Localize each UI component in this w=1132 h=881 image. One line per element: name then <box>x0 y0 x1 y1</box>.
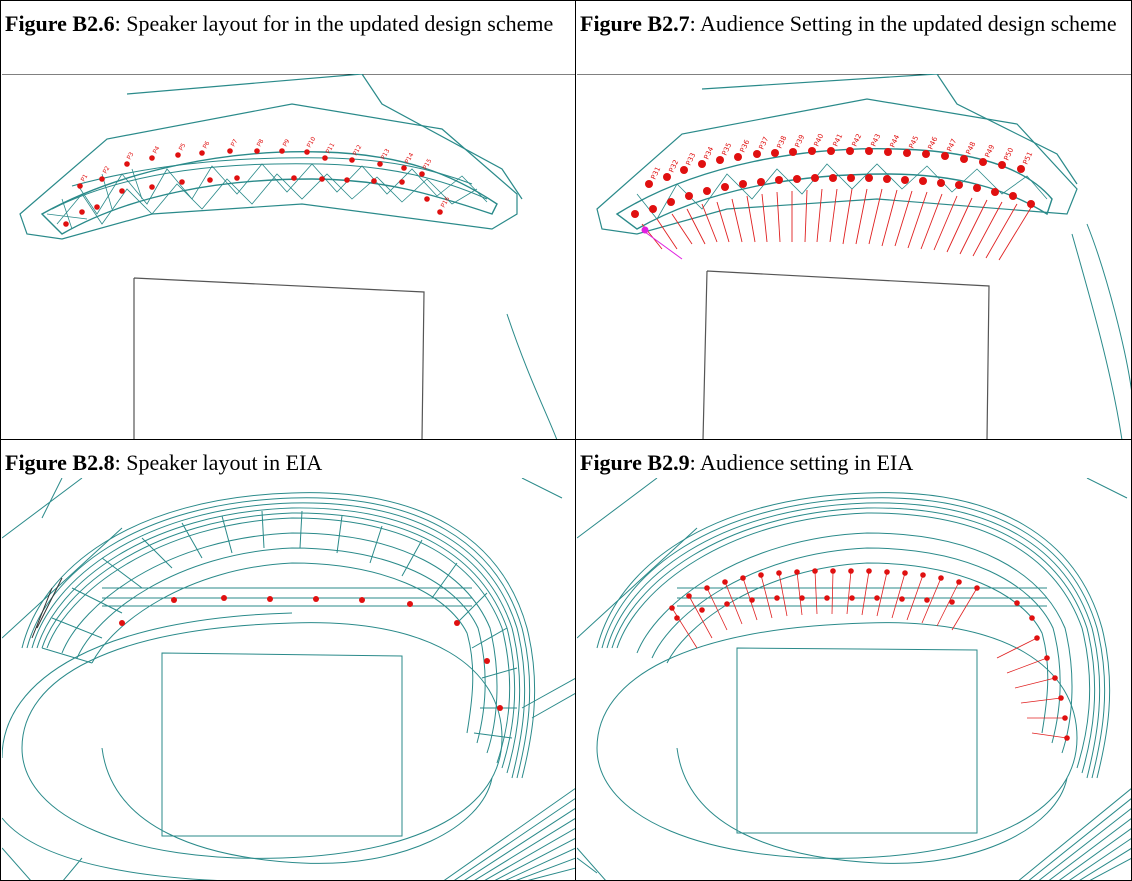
svg-text:P16: P16 <box>440 196 452 209</box>
svg-text:P15: P15 <box>422 158 434 171</box>
pitch-outline <box>736 647 978 834</box>
figure-caption: Figure B2.7: Audience Setting in the upd… <box>576 11 1130 37</box>
svg-text:P3: P3 <box>126 151 136 161</box>
figure-label: Figure B2.6 <box>5 11 115 36</box>
svg-text:P12: P12 <box>352 144 364 157</box>
svg-text:P37: P37 <box>758 136 771 151</box>
svg-text:P33: P33 <box>685 152 698 167</box>
svg-text:P1: P1 <box>80 173 90 183</box>
svg-text:P4: P4 <box>152 145 162 155</box>
figure-caption: Figure B2.6: Speaker layout for in the u… <box>1 11 565 37</box>
svg-text:P47: P47 <box>946 138 959 153</box>
svg-text:P46: P46 <box>927 135 940 151</box>
svg-text:P32: P32 <box>668 159 681 174</box>
speaker-layout-diagram: P1 P2 P3 P4 P5 P6 P7 P8 P9 P10 P11 P12 P… <box>2 74 575 439</box>
figure-caption-text: : Speaker layout in EIA <box>114 450 323 475</box>
speaker-layout-eia-diagram <box>2 478 575 880</box>
stand-outline <box>19 103 518 240</box>
svg-text:P49: P49 <box>984 144 997 159</box>
svg-text:P13: P13 <box>380 148 392 161</box>
svg-text:P39: P39 <box>794 134 807 149</box>
svg-text:P7: P7 <box>230 138 240 148</box>
svg-text:P50: P50 <box>1003 147 1016 162</box>
figure-cell-b2-8: Figure B2.8: Speaker layout in EIA <box>0 439 576 881</box>
svg-text:P42: P42 <box>851 133 864 148</box>
figure-caption: Figure B2.8: Speaker layout in EIA <box>1 450 565 476</box>
svg-text:P6: P6 <box>202 140 212 150</box>
svg-text:P10: P10 <box>306 136 318 149</box>
svg-text:P31: P31 <box>650 166 663 181</box>
svg-text:P5: P5 <box>178 142 188 152</box>
svg-text:P11: P11 <box>325 142 337 155</box>
figure-label: Figure B2.7 <box>580 11 690 36</box>
svg-text:P40: P40 <box>813 133 826 148</box>
figure-cell-b2-9: Figure B2.9: Audience setting in EIA <box>575 439 1132 881</box>
figure-caption: Figure B2.9: Audience setting in EIA <box>576 450 1130 476</box>
audience-setting-eia-diagram <box>577 478 1131 880</box>
figure-label: Figure B2.9 <box>580 450 690 475</box>
svg-text:P36: P36 <box>739 138 752 154</box>
svg-text:P44: P44 <box>889 133 902 149</box>
figure-caption-text: : Speaker layout for in the updated desi… <box>114 11 554 36</box>
figure-caption-text: : Audience Setting in the updated design… <box>689 11 1117 36</box>
svg-text:P2: P2 <box>102 165 112 175</box>
svg-text:P48: P48 <box>965 141 978 156</box>
figure-cell-b2-7: Figure B2.7: Audience Setting in the upd… <box>575 0 1132 440</box>
svg-text:P51: P51 <box>1022 151 1035 166</box>
svg-text:P38: P38 <box>776 135 789 150</box>
svg-text:P34: P34 <box>703 145 716 161</box>
audience-setting-diagram: P31 P32 P33 P34 P35 P36 P37 P38 P39 P40 … <box>577 74 1131 439</box>
svg-text:P9: P9 <box>282 138 292 148</box>
figure-cell-b2-6: Figure B2.6: Speaker layout for in the u… <box>0 0 576 440</box>
figure-caption-text: : Audience setting in EIA <box>689 450 914 475</box>
svg-text:P14: P14 <box>404 152 416 165</box>
svg-text:P43: P43 <box>870 133 883 148</box>
pitch-outline <box>702 270 990 439</box>
pitch-outline <box>133 277 425 439</box>
figure-label: Figure B2.8 <box>5 450 115 475</box>
pitch-outline <box>161 652 403 837</box>
svg-text:P41: P41 <box>832 133 845 148</box>
svg-text:P35: P35 <box>721 142 734 157</box>
svg-text:P8: P8 <box>256 138 266 148</box>
svg-text:P45: P45 <box>908 135 921 150</box>
